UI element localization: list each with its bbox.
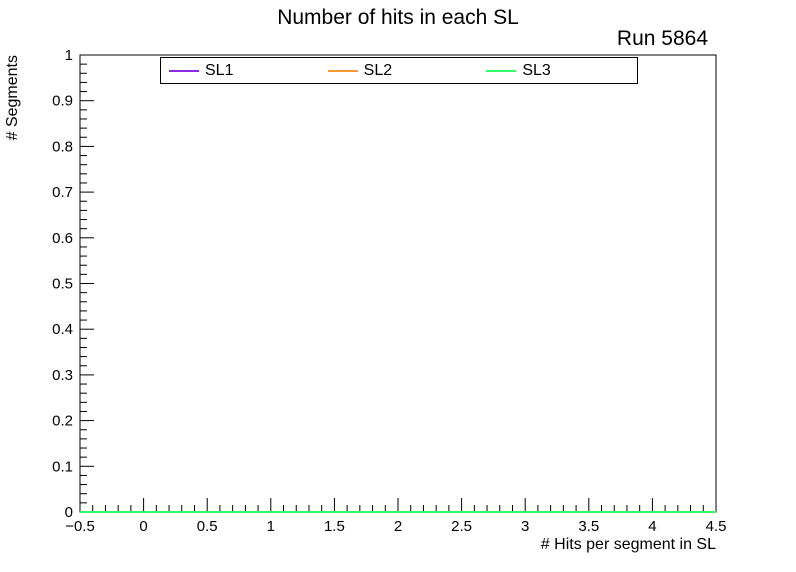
legend-line-swatch-sl2: [327, 69, 358, 72]
y-tick-label: 0.3: [52, 367, 73, 384]
y-tick-label: 0.8: [52, 138, 73, 155]
x-tick-label: 4: [648, 518, 656, 535]
y-tick-label: 0.9: [52, 93, 73, 110]
x-tick-label: 0: [139, 518, 147, 535]
y-tick-label: 1: [65, 47, 73, 64]
legend-entry-sl1: SL1: [161, 61, 320, 79]
x-tick-label: 3.5: [578, 518, 599, 535]
y-tick-label: 0: [65, 504, 73, 521]
x-tick-label: 2.5: [451, 518, 472, 535]
run-label: Run 5864: [616, 27, 708, 50]
x-axis-title: # Hits per segment in SL: [540, 536, 716, 553]
x-tick-label: 4.5: [706, 518, 727, 535]
legend: SL1 SL2 SL3: [160, 57, 638, 84]
x-tick-label: 3: [521, 518, 529, 535]
y-axis-title: # Segments: [4, 55, 21, 141]
axis-ticks: [79, 54, 717, 513]
x-tick-label: 1: [267, 518, 275, 535]
legend-label-sl3: SL3: [522, 61, 551, 79]
x-tick-label: 0.5: [197, 518, 218, 535]
x-tick-label: 1.5: [324, 518, 345, 535]
y-tick-label: 0.5: [52, 276, 73, 293]
y-tick-label: 0.2: [52, 413, 73, 430]
y-tick-label: 0.7: [52, 184, 73, 201]
legend-line-swatch-sl3: [486, 69, 517, 72]
y-tick-label: 0.6: [52, 230, 73, 247]
legend-label-sl2: SL2: [363, 61, 393, 79]
chart-title: Number of hits in each SL: [277, 6, 519, 29]
y-tick-label: 0.4: [52, 321, 73, 338]
axis-frame: [79, 54, 717, 513]
y-tick-label: 0.1: [52, 458, 73, 475]
x-tick-label: −0.5: [65, 518, 95, 535]
legend-entry-sl2: SL2: [320, 61, 479, 79]
axis-tick-labels: −0.5 0 0.5 1 1.5 2 2.5 3 3.5 4 4.500.10.20.30.40.5…: [52, 47, 726, 535]
legend-line-swatch-sl1: [169, 69, 199, 72]
legend-label-sl1: SL1: [205, 61, 234, 79]
x-tick-label: 2: [394, 518, 402, 535]
legend-entry-sl3: SL3: [478, 61, 637, 79]
